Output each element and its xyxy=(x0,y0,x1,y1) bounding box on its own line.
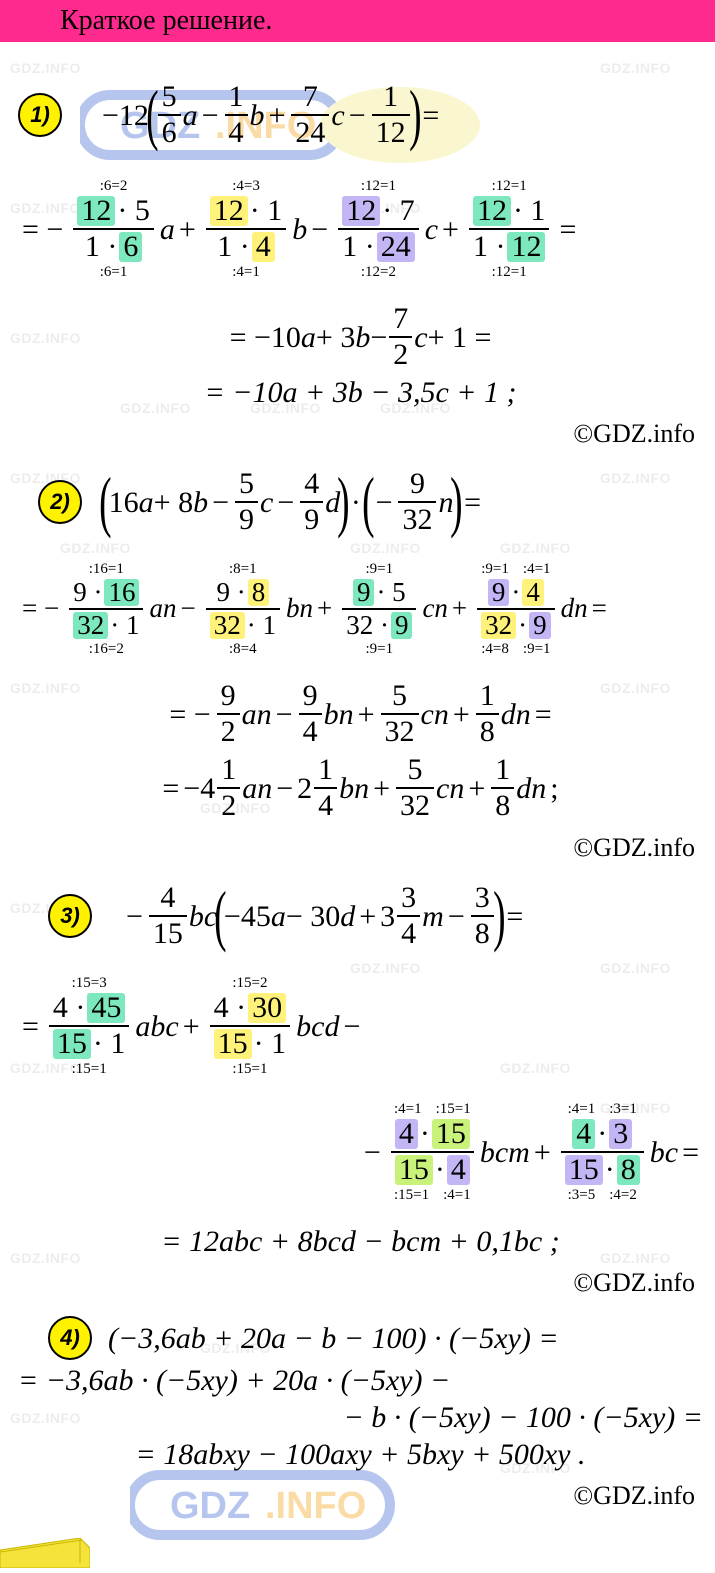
problem-4: 4) (−3,6ab + 20a − b − 100) · (−5xy) = =… xyxy=(0,1304,715,1479)
problem-1: 1) −12 ( 56 a − 14 b + 724 c − 112 ) = =… xyxy=(0,42,715,417)
page-title: Краткое решение. xyxy=(60,5,272,37)
copyright: ©GDZ.info xyxy=(0,1268,715,1298)
problem-3: 3) − 415 bc ( −45a − 30d + 3 34 m − 38 )… xyxy=(0,869,715,1266)
bullet-2: 2) xyxy=(38,480,82,524)
copyright: ©GDZ.info xyxy=(0,833,715,863)
p1-result: = −10a + 3b − 3,5c + 1 ; xyxy=(204,376,516,409)
copyright: ©GDZ.info xyxy=(0,1481,715,1511)
title-bar: Краткое решение. xyxy=(0,0,715,42)
problem-2: 2) ( 16a + 8b − 59 c − 49 d ) · ( − 932 … xyxy=(0,455,715,831)
bullet-4: 4) xyxy=(48,1316,92,1360)
bullet-1: 1) xyxy=(18,93,62,137)
copyright: ©GDZ.info xyxy=(0,419,715,449)
p3-result: = 12abc + 8bcd − bcm + 0,1bc ; xyxy=(161,1225,559,1258)
bullet-3: 3) xyxy=(48,894,92,938)
book-icon xyxy=(0,1538,90,1573)
p4-result: = 18abxy − 100axy + 5bxy + 500xy . xyxy=(136,1438,586,1471)
page: GDZ.INFO GDZ.INFO GDZ.INFO GDZ.INFO GDZ.… xyxy=(0,0,715,1573)
